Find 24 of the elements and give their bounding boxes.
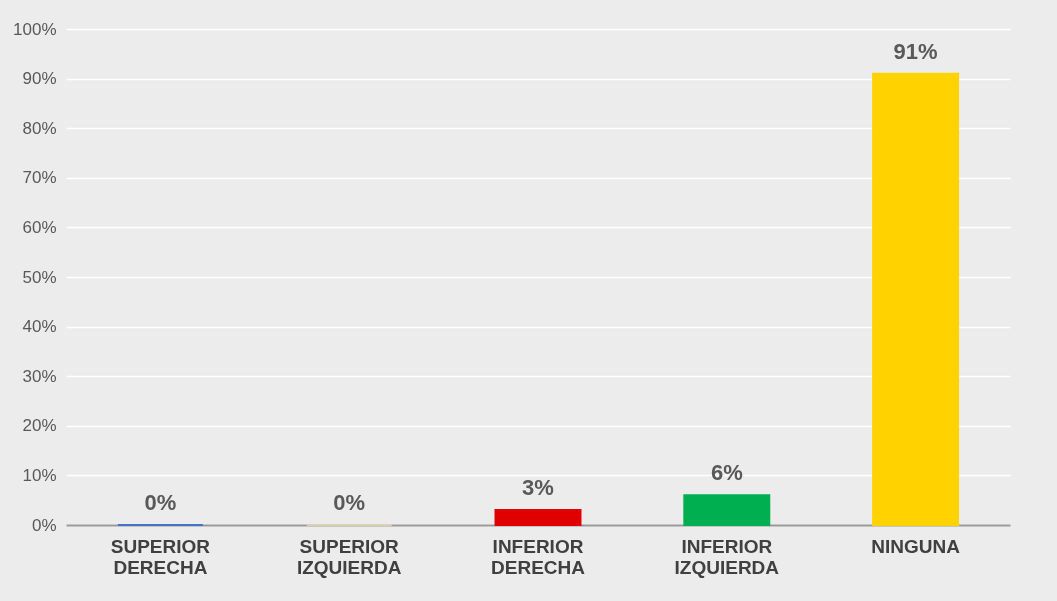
x-tick-label: INFERIOR DERECHA	[491, 535, 586, 578]
y-tick-label: 30%	[22, 366, 57, 386]
y-tick-label: 90%	[22, 69, 57, 89]
x-tick-label: NINGUNA	[871, 535, 961, 557]
bar	[494, 509, 582, 526]
y-tick-label: 60%	[22, 217, 57, 237]
y-tick-label: 10%	[22, 465, 57, 485]
x-tick-label: INFERIOR IZQUIERDA	[674, 535, 780, 578]
y-tick-label: 0%	[31, 515, 57, 535]
data-label: 91%	[893, 38, 938, 64]
data-label: 6%	[710, 460, 743, 486]
bar	[683, 494, 771, 526]
y-tick-label: 50%	[22, 267, 57, 287]
data-label: 0%	[144, 490, 177, 515]
data-label: 0%	[333, 490, 366, 515]
y-tick-label: 20%	[22, 416, 57, 436]
bar	[872, 72, 960, 526]
data-label: 3%	[522, 475, 554, 501]
y-tick-label: 70%	[22, 168, 57, 188]
y-tick-label: 80%	[22, 118, 57, 138]
y-tick-label: 40%	[22, 317, 57, 337]
x-tick-label: SUPERIOR DERECHA	[110, 535, 211, 578]
y-tick-label: 100%	[13, 19, 57, 39]
x-tick-label: SUPERIOR IZQUIERDA	[296, 535, 402, 578]
